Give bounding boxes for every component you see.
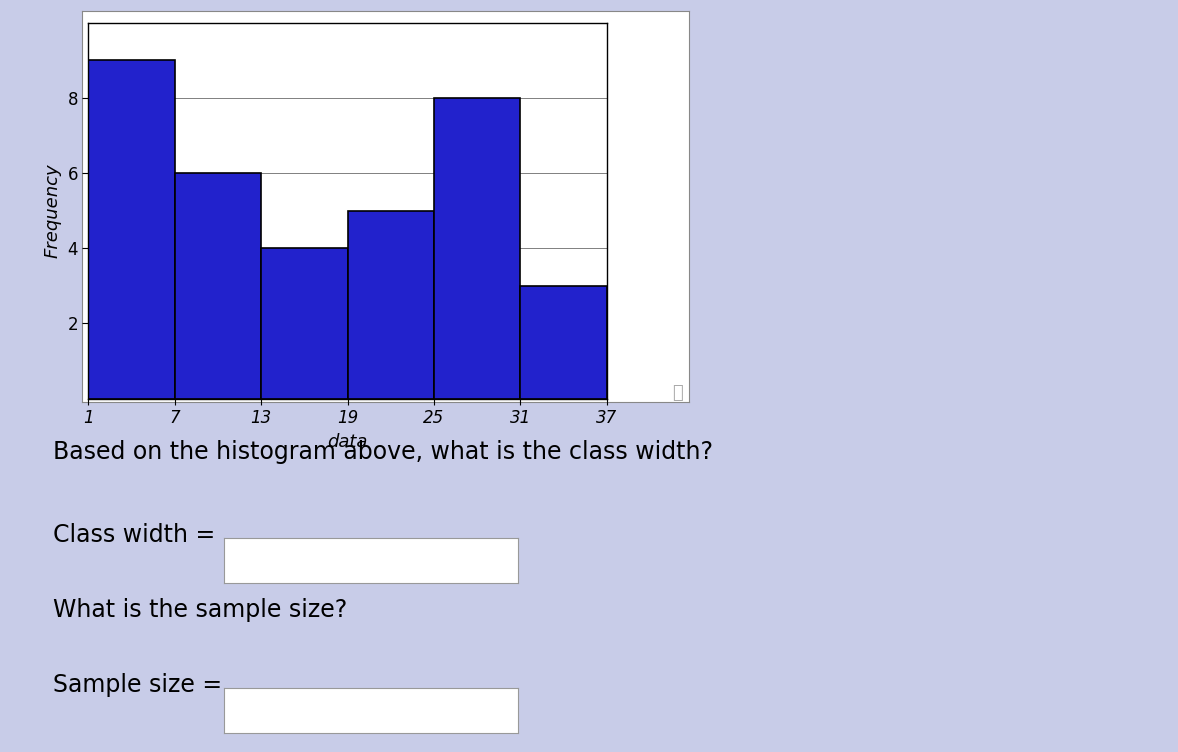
Text: What is the sample size?: What is the sample size? [53, 598, 348, 622]
Text: Class width =: Class width = [53, 523, 216, 547]
Text: Sample size =: Sample size = [53, 673, 223, 697]
Bar [174, 173, 262, 399]
Bar [262, 248, 348, 399]
X-axis label: data: data [327, 432, 368, 450]
Text: 🔍: 🔍 [673, 384, 683, 402]
Text: Based on the histogram above, what is the class width?: Based on the histogram above, what is th… [53, 440, 713, 464]
Bar [521, 286, 607, 399]
Y-axis label: Frequency: Frequency [44, 163, 61, 258]
Bar [348, 211, 434, 399]
Bar [434, 98, 521, 399]
Bar [88, 60, 174, 399]
